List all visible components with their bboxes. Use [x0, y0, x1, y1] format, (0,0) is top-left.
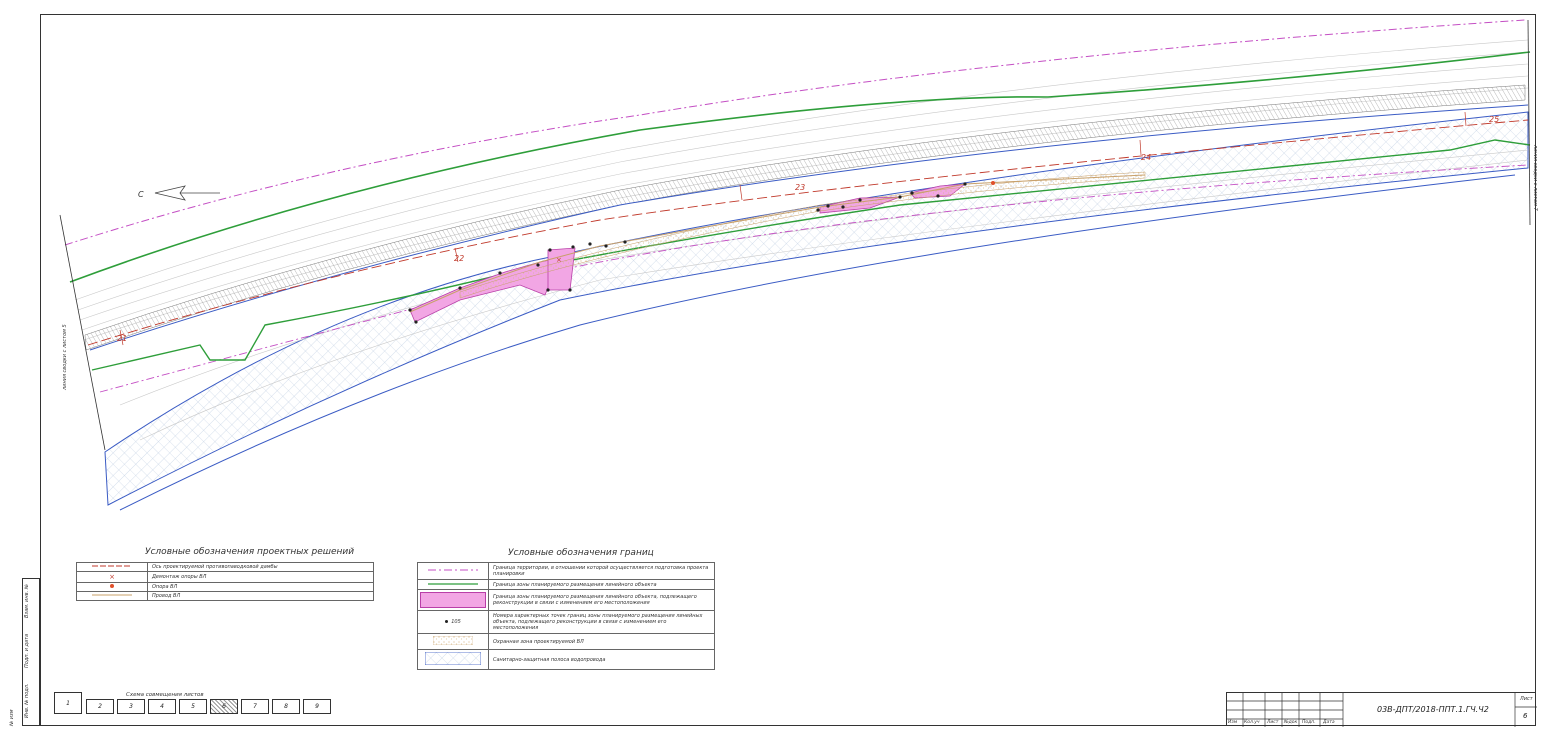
side-field-replace: Взам. инв. №: [24, 584, 30, 618]
power-line-security-zone: [459, 171, 1146, 299]
sheet-scheme-caption: Схема совмещения листов: [126, 692, 204, 698]
point-icon: 105: [417, 610, 489, 634]
side-stamp: [22, 578, 40, 726]
north-arrow: [154, 185, 220, 201]
power-line: [409, 174, 1146, 313]
sheet-2[interactable]: 2: [86, 699, 114, 714]
legend-item: Ось проектируемой противопаводковой дамб…: [147, 562, 374, 572]
col-sheet: Лист: [1267, 720, 1279, 725]
north-label: С: [138, 190, 144, 199]
territory-border-bottom: [99, 164, 1529, 393]
sheet-9[interactable]: 9: [303, 699, 331, 714]
col-doc: №док: [1284, 720, 1298, 725]
col-date: Дата: [1323, 720, 1335, 725]
line-object-zone-bottom: [91, 139, 1531, 371]
sanitary-strip-top: [89, 104, 1529, 351]
document-code: 03В-ДПТ/2018-ППТ.1.ГЧ.Ч2: [1377, 705, 1489, 714]
sheet-3[interactable]: 3: [117, 699, 145, 714]
match-line-right-rule: [1527, 19, 1531, 226]
sanitary-strip-zone: [104, 111, 1529, 506]
section-number: 22: [454, 254, 464, 263]
line-icon: [76, 591, 148, 601]
vl-dismantle-cross: ×: [556, 256, 562, 264]
legend-borders-title: Условные обозначения границ: [508, 548, 654, 558]
side-field-change: № изм: [9, 709, 15, 726]
col-change: Изм: [1228, 720, 1238, 725]
legend-borders-table: Граница территории, в отношении которой …: [417, 562, 715, 670]
legend-item: Номера характерных точек границ зоны пла…: [488, 610, 715, 634]
legend-item: Демонтаж опоры ВЛ: [147, 571, 374, 583]
dam-axis-line: [87, 119, 1529, 346]
grid-icon: [417, 649, 489, 670]
sheet-4[interactable]: 4: [148, 699, 176, 714]
sheet-1[interactable]: 1: [54, 692, 82, 714]
territory-border-top: [64, 19, 1526, 246]
vl-support-dot: [991, 181, 995, 185]
legend-item: Санитарно-защитная полоса водопровода: [488, 649, 715, 670]
line-object-zone-top: [69, 51, 1531, 283]
dot-icon: [76, 582, 148, 592]
sanitary-strip-lower: [119, 174, 1516, 511]
sheet-label: Лист: [1520, 696, 1533, 702]
title-block: Изм Кол.уч Лист №док Подп. Дата 03В-ДПТ/…: [1226, 692, 1537, 727]
legend-item: Охранная зона проектируемой ВЛ: [488, 633, 715, 650]
section-number: 25: [1489, 115, 1499, 124]
section-number: 23: [795, 183, 805, 192]
section-number: 21: [117, 334, 127, 343]
legend-item: Граница зоны планируемого размещения лин…: [488, 589, 715, 611]
sheet-5[interactable]: 5: [179, 699, 207, 714]
section-labels: 21 22 23 24 25: [117, 115, 1499, 343]
col-sign: Подп.: [1302, 720, 1316, 725]
sheet-6-current[interactable]: 6: [210, 699, 238, 714]
match-line-right: линия сводки с листом 7: [1532, 145, 1538, 211]
dam-embankment: [84, 84, 1526, 351]
match-line-left-rule: [59, 214, 106, 451]
side-field-inv: Инв. № подл.: [24, 683, 30, 719]
section-number: 24: [1141, 153, 1151, 162]
characteristic-points: [408, 182, 967, 324]
line-icon: [417, 579, 489, 590]
legend-item: Опора ВЛ: [147, 582, 374, 592]
sheet-number: 6: [1523, 712, 1528, 720]
chainage-ticks: [119, 111, 1467, 346]
sheet-7[interactable]: 7: [241, 699, 269, 714]
legend-solutions-title: Условные обозначения проектных решений: [145, 547, 355, 557]
drawing-frame: [40, 14, 1536, 726]
legend-item: Провод ВЛ: [147, 591, 374, 601]
hatch-icon: [417, 633, 489, 650]
legend-item: Граница зоны планируемого размещения лин…: [488, 579, 715, 590]
dash-line-icon: [76, 562, 148, 572]
side-field-sign: Подп. и дата: [24, 633, 30, 668]
match-line-left: линия сводки с листом 5: [62, 324, 68, 390]
legend-item: Граница территории, в отношении которой …: [488, 562, 715, 580]
sheet-8[interactable]: 8: [272, 699, 300, 714]
col-count: Кол.уч: [1244, 720, 1260, 725]
fill-icon: [417, 589, 489, 611]
dash-dot-icon: [417, 562, 489, 580]
cross-icon: ×: [76, 571, 148, 583]
legend-solutions-table: Ось проектируемой противопаводковой дамб…: [76, 562, 374, 601]
